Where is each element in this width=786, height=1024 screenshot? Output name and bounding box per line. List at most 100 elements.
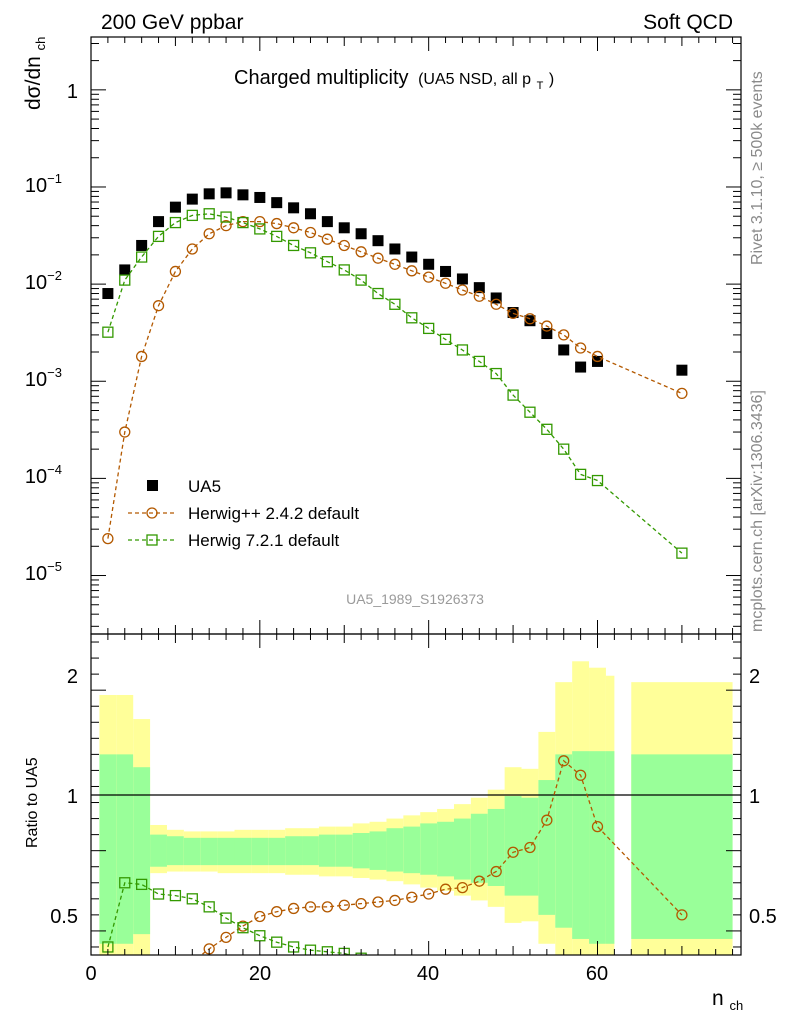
ratio-tick-label-right: 0.5 <box>749 906 777 928</box>
ratio-band-inner <box>386 828 404 872</box>
ratio-band-inner <box>200 837 218 866</box>
data-point-ua5 <box>254 191 266 203</box>
herwigpp-point <box>271 217 283 230</box>
ratio-band-inner <box>572 751 590 939</box>
herwig7-point <box>287 239 300 252</box>
herwigpp-ratio-point <box>389 894 401 907</box>
ratio-band-inner <box>403 826 421 874</box>
herwigpp-ratio-point <box>524 841 536 854</box>
herwig7-ratio-point <box>407 968 417 978</box>
herwigpp-point <box>574 342 587 354</box>
herwig7-point <box>271 230 283 243</box>
ratio-band-inner <box>504 796 522 896</box>
herwig7-ratio-point <box>559 992 569 1002</box>
ratio-band-inner <box>605 751 615 944</box>
data-point-ua5 <box>186 193 198 205</box>
herwig7-ratio-point <box>254 930 266 942</box>
legend-marker-herwig7 <box>146 534 158 546</box>
herwigpp-ratio-point <box>271 906 283 918</box>
ratio-band-inner <box>285 836 303 866</box>
herwig7-ratio-point <box>119 877 131 889</box>
herwigpp-ratio-point <box>170 971 180 981</box>
ratio-band-inner <box>555 754 573 928</box>
data-point-ua5 <box>372 235 384 247</box>
data-point-ua5 <box>558 344 570 356</box>
data-point-ua5 <box>541 328 553 340</box>
ratio-plot-frame <box>90 633 742 956</box>
herwigpp-ratio-point <box>137 995 147 1005</box>
herwigpp-ratio-point <box>439 883 452 895</box>
herwig7-point <box>203 208 215 220</box>
herwigpp-point <box>135 350 148 363</box>
ratio-axis-title: Ratio to UA5 <box>24 757 41 848</box>
herwig7-ratio-point <box>321 946 334 955</box>
herwigpp-ratio-group <box>137 755 688 1005</box>
herwigpp-point <box>321 233 334 245</box>
herwig7-ratio-point <box>457 976 467 986</box>
tick-layer <box>90 37 741 955</box>
data-point-ua5 <box>220 187 232 199</box>
herwigpp-ratio-point <box>355 897 367 910</box>
ratio-band-inner <box>453 818 471 880</box>
herwig7-ratio-line <box>107 882 353 955</box>
herwigpp-point <box>558 329 570 341</box>
ratio-band-layer <box>99 661 733 955</box>
legend-marker-herwigpp <box>146 507 158 519</box>
data-point-ua5 <box>473 282 485 294</box>
ratio-band-inner <box>521 797 539 896</box>
herwig7-point <box>338 264 350 276</box>
plot-title: Charged multiplicity (UA5 NSD, all p T ) <box>234 67 554 94</box>
x-tick-label: 0 <box>85 963 96 985</box>
herwigpp-ratio-point <box>490 865 502 878</box>
herwigpp-ratio-point <box>321 901 334 913</box>
ratio-band-inner <box>335 834 353 867</box>
data-point-ua5 <box>440 265 452 277</box>
herwigpp-ratio-point <box>574 769 587 781</box>
herwig7-point <box>254 223 266 235</box>
legend-label-herwig7: Herwig 7.2.1 default <box>188 531 339 550</box>
herwigpp-point <box>591 350 604 363</box>
data-point-ua5 <box>507 307 519 319</box>
herwig7-ratio-point <box>441 974 451 984</box>
herwig7-point <box>591 474 604 487</box>
herwig7-ratio-point <box>203 901 215 913</box>
herwigpp-ratio-point <box>456 881 469 894</box>
herwigpp-point <box>102 532 114 545</box>
ratio-tick-labels: 2 1 0.5 2 1 0.5 <box>50 666 777 928</box>
herwigpp-ratio-point <box>154 984 164 994</box>
analysis-watermark: UA5_1989_S1926373 <box>346 591 484 607</box>
herwig7-point <box>372 287 384 300</box>
plot-title-sub-index: T <box>537 80 544 92</box>
x-tick-label: 20 <box>249 963 271 985</box>
herwig7-point <box>169 216 182 229</box>
herwig7-ratio-point <box>186 893 198 905</box>
x-axis-title-text: n <box>712 987 724 1010</box>
data-point-ua5 <box>406 251 418 263</box>
data-point-ua5 <box>524 315 536 327</box>
ratio-band-inner <box>217 837 235 866</box>
main-series-layer <box>102 187 688 559</box>
herwig7-point <box>676 547 688 559</box>
herwigpp-point <box>338 239 350 252</box>
ratio-band-inner <box>166 836 184 866</box>
herwig7-point <box>135 251 148 263</box>
herwigpp-ratio-point <box>338 899 350 911</box>
herwigpp-ratio-point <box>372 896 384 908</box>
plot-title-sub-close: ) <box>549 71 554 88</box>
herwig7-point <box>558 443 570 455</box>
herwigpp-ratio-line <box>200 759 683 955</box>
herwig7-ratio-point <box>491 979 501 989</box>
herwigpp-point <box>203 228 215 240</box>
ratio-band-inner <box>183 837 201 866</box>
y-axis-title: dσ/dn ch <box>22 37 48 110</box>
herwig7-point <box>574 468 587 481</box>
herwig7-point <box>490 367 502 380</box>
herwigpp-ratio-point <box>558 755 570 767</box>
herwigpp-point <box>456 284 469 296</box>
herwigpp-point <box>473 290 485 302</box>
plot-title-text: Charged multiplicity <box>234 67 409 89</box>
data-point-ua5 <box>153 216 165 228</box>
herwigpp-point <box>304 226 317 239</box>
herwig7-ratio-point <box>304 944 317 955</box>
